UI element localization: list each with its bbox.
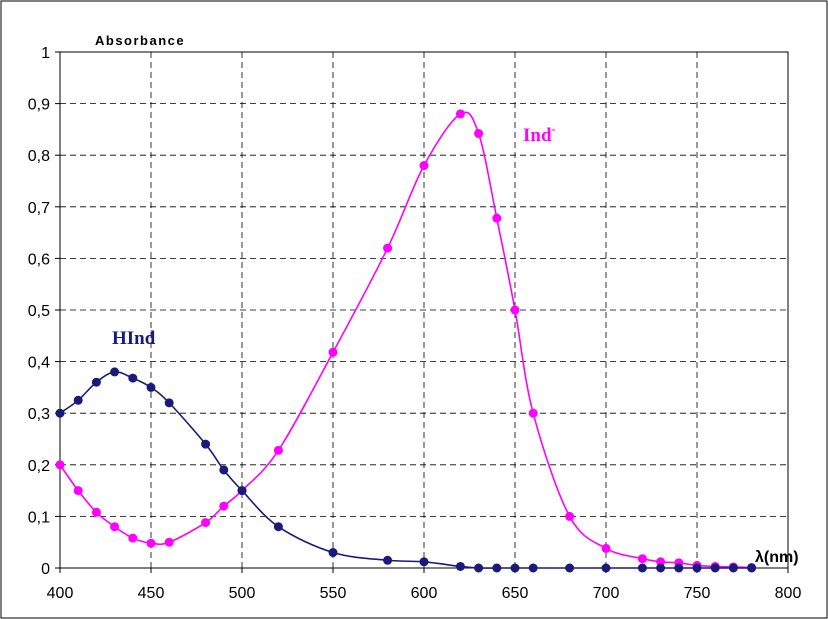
series-label-ind-text: Ind [523,125,552,146]
data-point-hind [419,557,429,567]
data-point-ind [656,557,666,567]
series-hind [55,367,757,573]
data-point-ind [128,533,138,543]
x-tick-label: 700 [593,585,620,602]
data-point-hind [492,563,502,573]
data-point-hind [455,561,465,571]
series-label-hind: HInd [112,328,156,349]
x-axis-label: λ(nm) [755,549,799,566]
x-tick-label: 600 [411,585,438,602]
y-tick-label: 0,3 [28,406,50,423]
series [55,109,757,573]
data-point-hind [728,563,738,573]
series-label-hind-text: HInd [112,328,156,349]
data-point-hind [219,465,229,475]
data-point-hind [328,548,338,558]
x-tick-label: 550 [320,585,347,602]
data-point-hind [146,382,156,392]
data-point-ind [55,460,65,470]
data-point-ind [455,109,465,119]
data-point-ind [146,538,156,548]
grid [55,51,789,573]
data-point-hind [128,373,138,383]
data-point-ind [164,537,174,547]
data-point-ind [273,445,283,455]
y-tick-label: 0,2 [28,458,50,475]
data-point-hind [565,563,575,573]
data-point-hind [474,563,484,573]
y-tick-label: 1 [41,45,50,62]
y-axis-label: Absorbance [95,33,185,48]
data-point-hind [747,563,757,573]
y-tick-label: 0,9 [28,97,50,114]
data-point-ind [110,522,120,532]
x-tick-label: 650 [502,585,529,602]
y-tick-label: 0,1 [28,509,50,526]
y-tick-label: 0 [41,561,50,578]
series-label-ind: Ind- [523,122,556,146]
data-point-ind [474,129,484,139]
data-point-ind [383,243,393,253]
series-label-ind-superscript: - [552,122,556,136]
data-point-hind [601,563,611,573]
y-tick-label: 0,7 [28,200,50,217]
data-point-hind [656,563,666,573]
data-point-hind [164,398,174,408]
data-point-hind [91,377,101,387]
data-point-hind [383,555,393,565]
data-point-hind [55,408,65,418]
x-tick-label: 750 [684,585,711,602]
x-tick-label: 400 [47,585,74,602]
data-point-ind [510,305,520,315]
data-point-ind [328,347,338,357]
data-point-hind [692,563,702,573]
data-point-ind [637,554,647,564]
data-point-ind [528,408,538,418]
x-tick-label: 450 [138,585,165,602]
y-tick-label: 0,8 [28,148,50,165]
data-point-hind [674,563,684,573]
data-point-ind [201,518,211,528]
series-line-hind [59,371,752,569]
y-tick-label: 0,5 [28,303,50,320]
data-point-hind [273,522,283,532]
data-point-hind [201,439,211,449]
data-point-hind [637,563,647,573]
data-point-hind [710,563,720,573]
tick-labels: 400 450 500 550 600 650 700 750 800 0 0,1 0,2 0,3 0,4… [28,45,802,602]
data-point-ind [91,507,101,517]
data-point-hind [528,563,538,573]
y-tick-label: 0,6 [28,251,50,268]
data-point-ind [219,501,229,511]
data-point-ind [492,213,502,223]
x-tick-label: 500 [229,585,256,602]
y-tick-label: 0,4 [28,355,50,372]
data-point-ind [419,161,429,171]
data-point-hind [510,563,520,573]
series-ind [55,109,757,572]
data-point-ind [601,543,611,553]
x-tick-label: 800 [775,585,802,602]
data-point-hind [73,395,83,405]
data-point-hind [237,486,247,496]
data-point-hind [110,367,120,377]
data-point-ind [565,511,575,521]
data-point-ind [73,486,83,496]
